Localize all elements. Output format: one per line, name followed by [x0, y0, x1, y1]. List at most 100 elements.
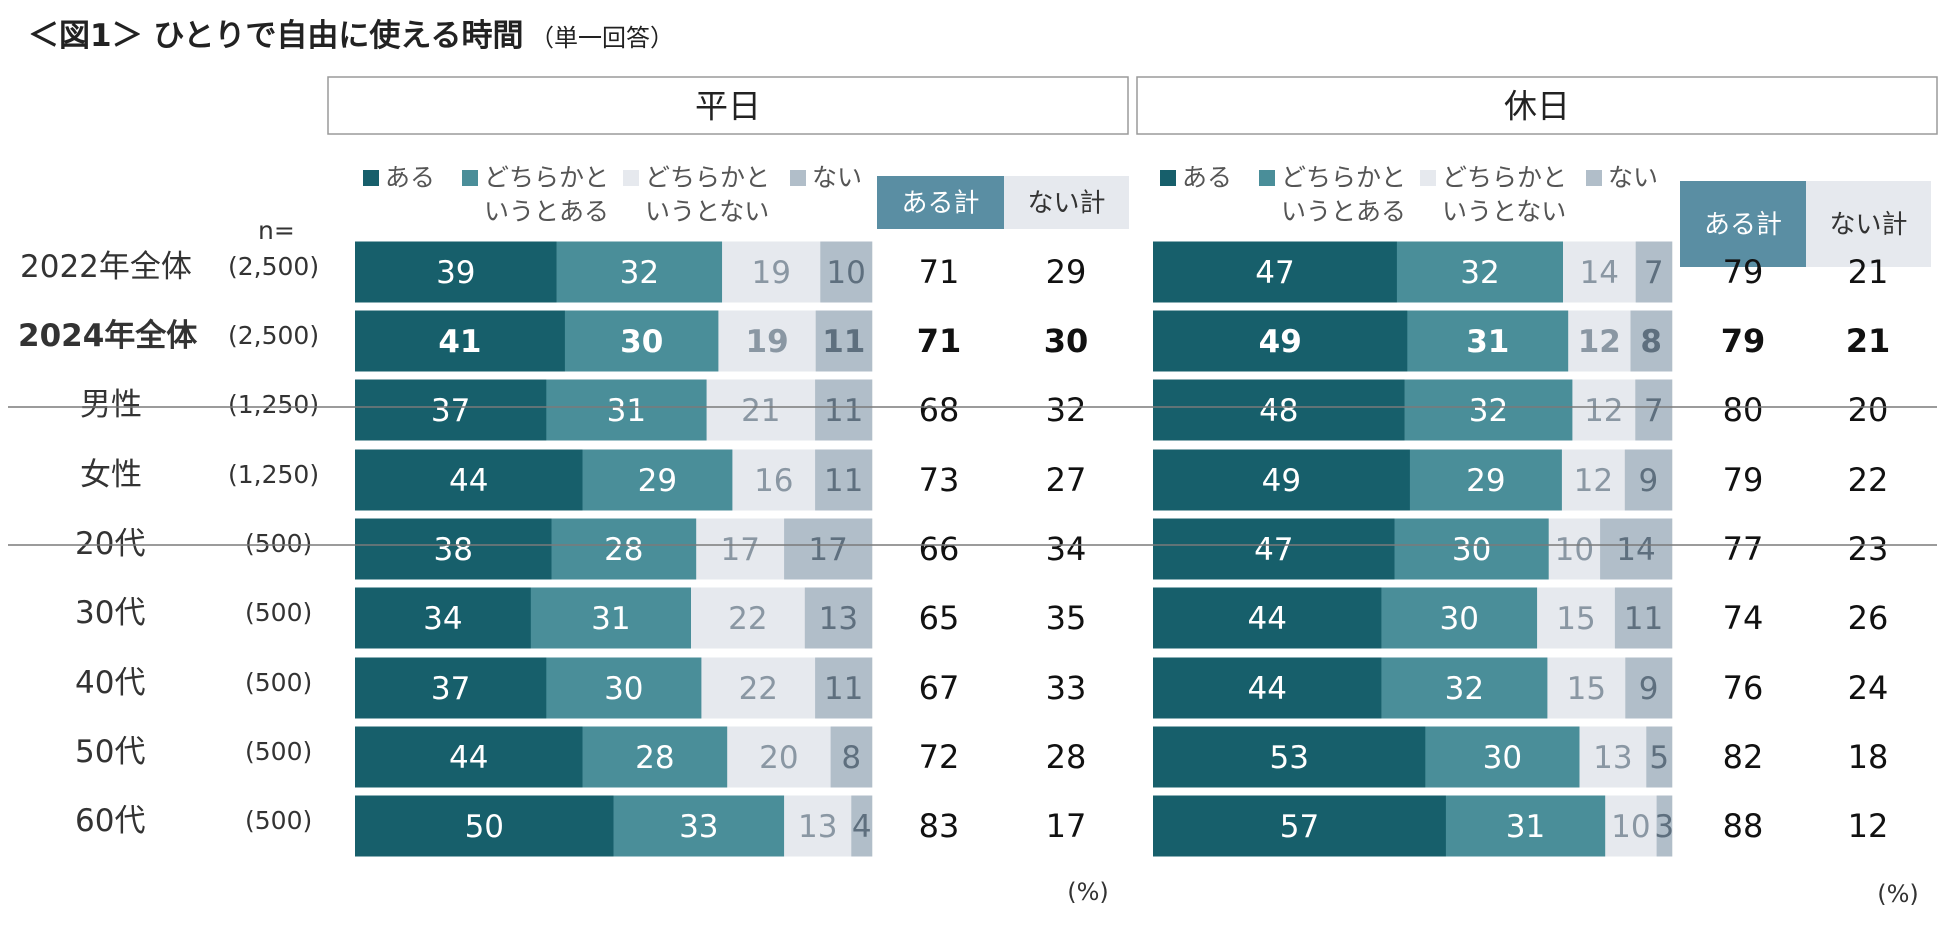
bar-value-label: 34 [423, 601, 462, 637]
nai-total-value: 22 [1848, 461, 1889, 499]
bar-value-label: 22 [728, 601, 767, 637]
bar-segment [1635, 379, 1673, 441]
bar-segment [1548, 518, 1601, 580]
bar-value-label: 44 [449, 463, 488, 499]
bar-segment [804, 587, 873, 649]
bar-value-label: 32 [620, 255, 659, 291]
bar-value-label: 49 [1259, 324, 1302, 360]
bar-value-label: 30 [1483, 740, 1522, 776]
bar-row-0: 47 32 14 7 79 21 [1153, 241, 1888, 303]
legend-label-1-1: いうとある [1281, 197, 1406, 226]
bar-row-4: 38 28 17 17 66 34 [355, 518, 1086, 580]
bar-row-7: 44 28 20 8 72 28 [355, 726, 1086, 788]
bar-row-1: 41 30 19 11 71 30 [355, 310, 1089, 372]
category-n: (500) [245, 668, 312, 697]
bar-segment [1600, 518, 1673, 580]
category-n: (2,500) [228, 252, 319, 281]
category-label: 30代 [75, 595, 145, 631]
percent-label-holiday: (%) [1877, 880, 1919, 908]
legend-label-1-1: いうとある [484, 197, 609, 226]
bar-segment [1646, 726, 1673, 788]
header-nai-label: ない計 [1829, 210, 1907, 240]
bar-segment [1537, 587, 1616, 649]
bar-segment [1409, 449, 1563, 511]
bar-row-1: 49 31 12 8 79 21 [1153, 310, 1891, 372]
aru-total-value: 71 [919, 253, 960, 291]
bar-value-label: 11 [824, 671, 863, 707]
aru-total-value: 74 [1723, 599, 1764, 637]
panel-title-box [1136, 76, 1938, 135]
bar-segment [1381, 587, 1538, 649]
aru-total-value: 82 [1723, 738, 1764, 776]
chart-title: ＜図1＞ ひとりで自由に使える時間 [28, 18, 524, 54]
header-aru-label: ある計 [1704, 210, 1782, 240]
category-label: 女性 [80, 457, 142, 493]
legend-label-2-0: どちらかと [645, 163, 770, 192]
bar-segment [830, 726, 873, 788]
bar-value-label: 31 [1466, 324, 1509, 360]
bar-segment [613, 795, 785, 857]
bar-segment [851, 795, 873, 857]
bar-value-label: 16 [754, 463, 793, 499]
bar-value-label: 19 [751, 255, 790, 291]
panel-title-box [327, 76, 1129, 135]
bar-value-label: 13 [819, 601, 858, 637]
bar-row-5: 44 30 15 11 74 26 [1153, 587, 1889, 649]
bar-segment [820, 241, 873, 303]
legend-label-2-0: どちらかと [1442, 163, 1567, 192]
bar-segment [582, 449, 733, 511]
bar-value-label: 57 [1280, 809, 1319, 845]
bar-segment [556, 241, 723, 303]
bar-segment [1394, 518, 1549, 580]
bar-value-label: 10 [1555, 532, 1594, 568]
bar-value-label: 33 [679, 809, 718, 845]
bar-value-label: 11 [824, 463, 863, 499]
aru-total-value: 79 [1721, 322, 1766, 360]
bar-segment [706, 379, 816, 441]
bar-value-label: 11 [824, 393, 863, 429]
category-n: (1,250) [228, 460, 319, 489]
bar-value-label: 32 [1445, 671, 1484, 707]
bar-segment [691, 587, 805, 649]
bar-value-label: 8 [1640, 324, 1662, 360]
bar-row-8: 50 33 13 4 83 17 [355, 795, 1087, 857]
category-label: 2022年全体 [20, 249, 192, 285]
nai-total-value: 21 [1846, 322, 1891, 360]
bar-value-label: 30 [1439, 601, 1478, 637]
bar-value-label: 7 [1644, 393, 1664, 429]
bar-value-label: 50 [465, 809, 504, 845]
nai-total-value: 30 [1044, 322, 1089, 360]
bar-segment [1153, 726, 1426, 788]
aru-total-value: 77 [1723, 530, 1764, 568]
bar-value-label: 15 [1556, 601, 1595, 637]
nai-total-value: 24 [1848, 669, 1889, 707]
bar-value-label: 41 [438, 324, 481, 360]
group-dividers [8, 406, 1937, 546]
bar-value-label: 37 [431, 393, 470, 429]
bar-segment [696, 518, 785, 580]
bar-value-label: 48 [1259, 393, 1298, 429]
aru-total-value: 76 [1723, 669, 1764, 707]
bar-value-label: 31 [1506, 809, 1545, 845]
bar-segment [355, 657, 547, 719]
nai-total-value: 35 [1046, 599, 1087, 637]
legend-swatch-1 [1259, 170, 1275, 186]
legend-swatch-2 [1420, 170, 1436, 186]
bar-value-label: 10 [826, 255, 865, 291]
legend-swatch-0 [1160, 170, 1176, 186]
bar-value-label: 17 [808, 532, 847, 568]
bar-value-label: 12 [1578, 324, 1621, 360]
bar-segment [1635, 241, 1673, 303]
bar-segment [1153, 587, 1382, 649]
aru-total-value: 88 [1723, 807, 1764, 845]
header-nai-box [1004, 176, 1129, 229]
aru-total-value: 73 [919, 461, 960, 499]
bar-value-label: 10 [1611, 809, 1650, 845]
nai-total-value: 26 [1848, 599, 1889, 637]
bar-segment [1381, 657, 1548, 719]
nai-total-value: 17 [1046, 807, 1087, 845]
bar-segment [355, 379, 547, 441]
bar-segment [551, 518, 697, 580]
category-label: 40代 [75, 665, 145, 701]
